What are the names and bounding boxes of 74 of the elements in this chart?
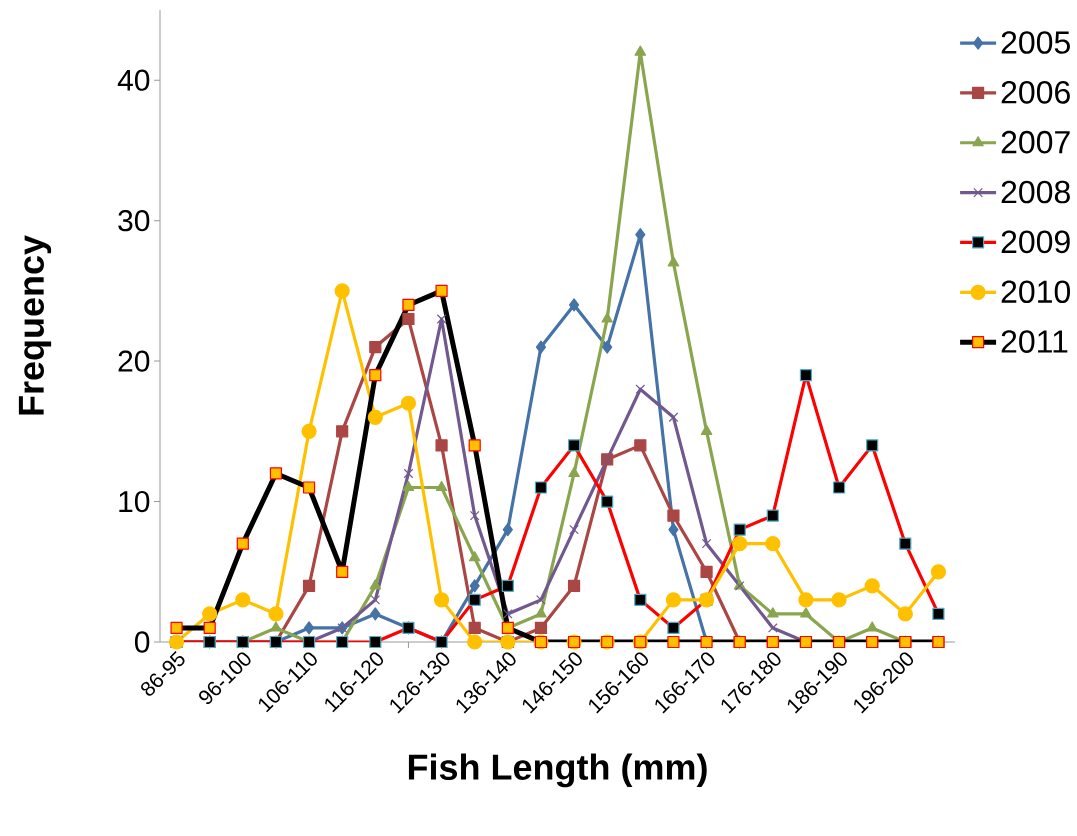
point bbox=[534, 621, 548, 635]
point bbox=[469, 579, 480, 593]
point bbox=[535, 340, 547, 354]
point bbox=[370, 607, 381, 621]
point bbox=[897, 606, 913, 622]
point bbox=[732, 536, 748, 552]
point bbox=[668, 523, 679, 537]
point bbox=[268, 606, 284, 622]
point bbox=[800, 607, 812, 618]
point bbox=[400, 395, 417, 411]
point bbox=[302, 579, 316, 592]
point bbox=[536, 595, 546, 605]
legend-label: 2007 bbox=[1001, 130, 1070, 154]
point bbox=[864, 578, 880, 594]
point bbox=[700, 424, 713, 435]
point bbox=[402, 312, 415, 326]
point bbox=[634, 439, 647, 452]
point bbox=[667, 256, 680, 267]
point bbox=[403, 468, 414, 479]
point bbox=[569, 524, 579, 535]
point bbox=[667, 509, 680, 522]
x-axis-title: Fish Length (mm) bbox=[408, 753, 707, 788]
legend-label: 2005 bbox=[1001, 31, 1070, 54]
point bbox=[535, 607, 547, 618]
point bbox=[568, 466, 580, 478]
point bbox=[301, 423, 317, 439]
point bbox=[765, 536, 781, 552]
point bbox=[502, 609, 513, 619]
y-tick-label: 30 bbox=[118, 210, 150, 232]
legend-label: 2006 bbox=[1001, 81, 1070, 104]
y-axis-title: Frequency bbox=[18, 235, 52, 415]
legend-label: 2011 bbox=[1001, 330, 1068, 353]
point bbox=[435, 480, 448, 492]
point bbox=[930, 564, 947, 580]
point bbox=[634, 45, 647, 56]
point bbox=[568, 298, 580, 312]
point bbox=[369, 579, 382, 590]
point bbox=[369, 340, 382, 354]
point bbox=[635, 384, 646, 395]
y-tick-label: 20 bbox=[118, 350, 150, 372]
y-tick-label: 0 bbox=[134, 631, 150, 653]
point bbox=[767, 623, 778, 633]
point bbox=[336, 425, 349, 438]
point bbox=[334, 283, 350, 299]
point bbox=[467, 634, 483, 650]
point bbox=[367, 409, 383, 425]
legend-label: 2010 bbox=[1001, 280, 1071, 304]
point bbox=[665, 592, 682, 608]
point bbox=[831, 592, 847, 608]
point bbox=[433, 592, 450, 608]
point bbox=[502, 523, 513, 537]
point bbox=[469, 510, 480, 521]
legend-label: 2008 bbox=[1001, 180, 1070, 204]
point bbox=[798, 592, 814, 608]
point bbox=[436, 314, 447, 324]
y-tick-label: 10 bbox=[119, 490, 150, 513]
point bbox=[468, 621, 481, 635]
legend-label: 2009 bbox=[1001, 230, 1070, 254]
point bbox=[468, 551, 481, 562]
point bbox=[270, 621, 282, 632]
point bbox=[700, 565, 713, 578]
point bbox=[701, 538, 712, 549]
y-tick-label: 40 bbox=[117, 69, 150, 91]
point bbox=[767, 607, 779, 618]
point bbox=[635, 228, 646, 242]
point bbox=[866, 621, 878, 632]
point bbox=[303, 621, 315, 635]
point bbox=[601, 312, 613, 323]
point bbox=[435, 439, 448, 452]
point bbox=[567, 579, 581, 592]
point bbox=[602, 340, 613, 354]
point bbox=[235, 592, 251, 608]
point bbox=[202, 606, 218, 622]
point bbox=[402, 480, 415, 492]
